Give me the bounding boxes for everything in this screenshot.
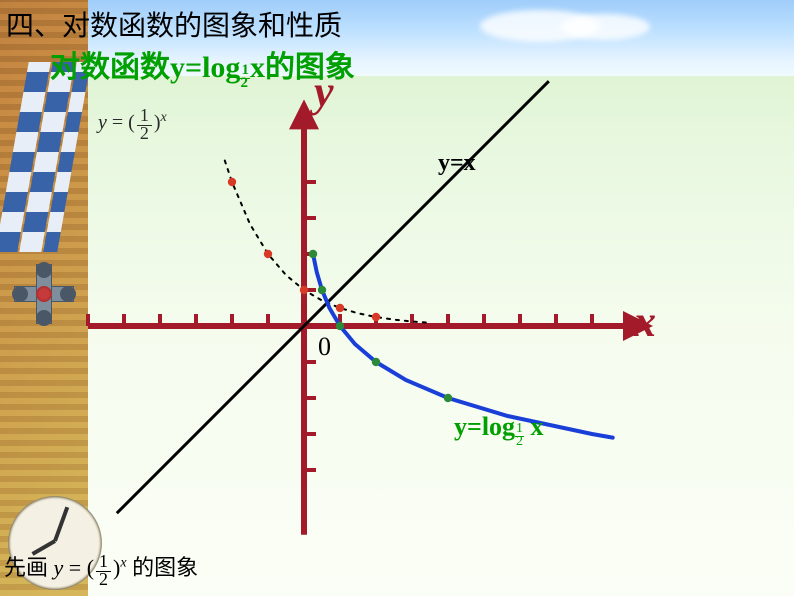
subtitle-prefix: 对数函数y=log	[50, 51, 240, 84]
chart-area: y x y=x 0 y=log12 x	[88, 72, 794, 542]
origin-label: 0	[318, 332, 331, 362]
medal-icon	[4, 256, 84, 376]
cloud	[560, 14, 650, 40]
slide-stage: 四、对数函数的图象和性质 对数函数y=log12x的图象 y = (12)x y…	[0, 0, 794, 596]
section-title: 四、对数函数的图象和性质	[6, 4, 342, 44]
subtitle: 对数函数y=log12x的图象	[50, 42, 355, 91]
log-curve-label: y=log12 x	[454, 412, 544, 449]
line-yx-label: y=x	[438, 150, 476, 177]
ribbon-icon	[12, 62, 72, 262]
exp-equation: y = (12)x	[98, 106, 167, 142]
subtitle-fraction: 12	[240, 64, 250, 91]
chart-svg	[88, 72, 794, 542]
bottom-caption: 先画 y = (12)x 的图象	[4, 550, 198, 588]
subtitle-suffix: x的图象	[250, 51, 355, 84]
x-axis-label: x	[634, 296, 656, 347]
